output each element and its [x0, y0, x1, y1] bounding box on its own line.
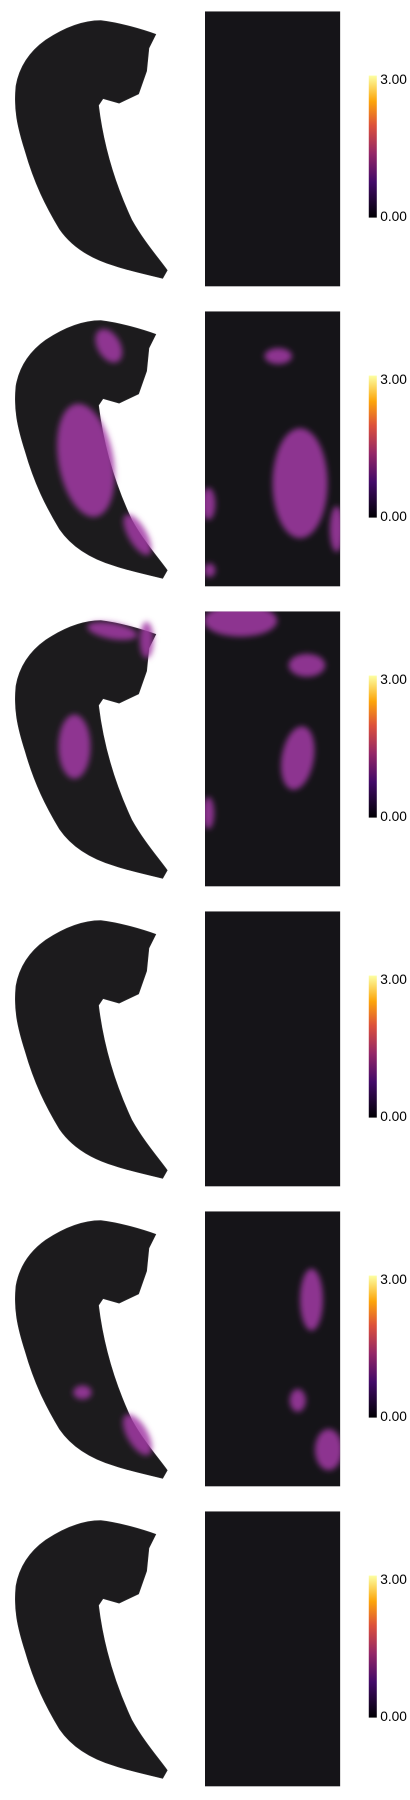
activation-blob	[87, 621, 138, 640]
colorbar	[368, 1275, 377, 1418]
brain-surface	[14, 20, 168, 279]
activation-blob	[289, 1388, 306, 1412]
colorbar-min-label: 0.00	[380, 809, 407, 824]
panel: 3.00 0.00	[14, 311, 407, 587]
activation-blob	[122, 1414, 152, 1456]
activation-blob	[314, 1429, 341, 1471]
activation-blob	[329, 506, 341, 552]
colorbar-min-label: 0.00	[380, 1709, 407, 1724]
colorbar	[368, 375, 377, 518]
flat-map	[205, 11, 341, 287]
panel: 3.00 0.00	[14, 1511, 407, 1787]
colorbar-max-label: 3.00	[380, 672, 407, 687]
activation-blob	[264, 348, 293, 365]
activation-blob	[204, 563, 216, 578]
flat-map	[205, 1511, 341, 1787]
activation-blob	[204, 796, 215, 830]
panel: 3.00 0.00	[14, 611, 407, 887]
colorbar-min-label: 0.00	[380, 1409, 407, 1424]
activation-blob	[123, 514, 152, 556]
brain-overlay	[57, 328, 152, 556]
brain-overlay	[73, 1385, 152, 1456]
activation-blob	[204, 611, 278, 637]
activation-blob	[272, 428, 328, 539]
activation-blob	[57, 403, 115, 517]
activation-blob	[58, 714, 91, 779]
colorbar-min-label: 0.00	[380, 1109, 407, 1124]
map-overlay	[204, 348, 341, 578]
panel: 3.00 0.00	[14, 911, 407, 1187]
colorbar-max-label: 3.00	[380, 372, 407, 387]
brain-surface	[14, 920, 168, 1179]
brain-surface	[14, 1220, 168, 1479]
map-overlay	[289, 1268, 341, 1471]
panel: 3.00 0.00	[14, 11, 407, 287]
activation-blob	[281, 726, 315, 790]
panel: 3.00 0.00	[14, 1211, 407, 1487]
map-overlay	[204, 611, 326, 830]
flat-map	[205, 611, 341, 887]
activation-blob	[73, 1385, 92, 1400]
colorbar-max-label: 3.00	[380, 1272, 407, 1287]
activation-blob	[95, 328, 123, 363]
colorbar	[368, 975, 377, 1118]
colorbar	[368, 675, 377, 818]
colorbar	[368, 75, 377, 218]
activation-blob	[288, 653, 326, 677]
colorbar	[368, 1575, 377, 1718]
colorbar-min-label: 0.00	[380, 509, 407, 524]
colorbar-max-label: 3.00	[380, 1572, 407, 1587]
brain-surface	[14, 620, 168, 879]
activation-blob	[139, 621, 154, 659]
colorbar-max-label: 3.00	[380, 972, 407, 987]
colorbar-max-label: 3.00	[380, 72, 407, 87]
activation-blob	[300, 1268, 323, 1331]
activation-blob	[204, 487, 216, 520]
flat-map	[205, 911, 341, 1187]
brain-overlay	[58, 621, 154, 779]
colorbar-min-label: 0.00	[380, 209, 407, 224]
brain-surface	[14, 1520, 168, 1779]
